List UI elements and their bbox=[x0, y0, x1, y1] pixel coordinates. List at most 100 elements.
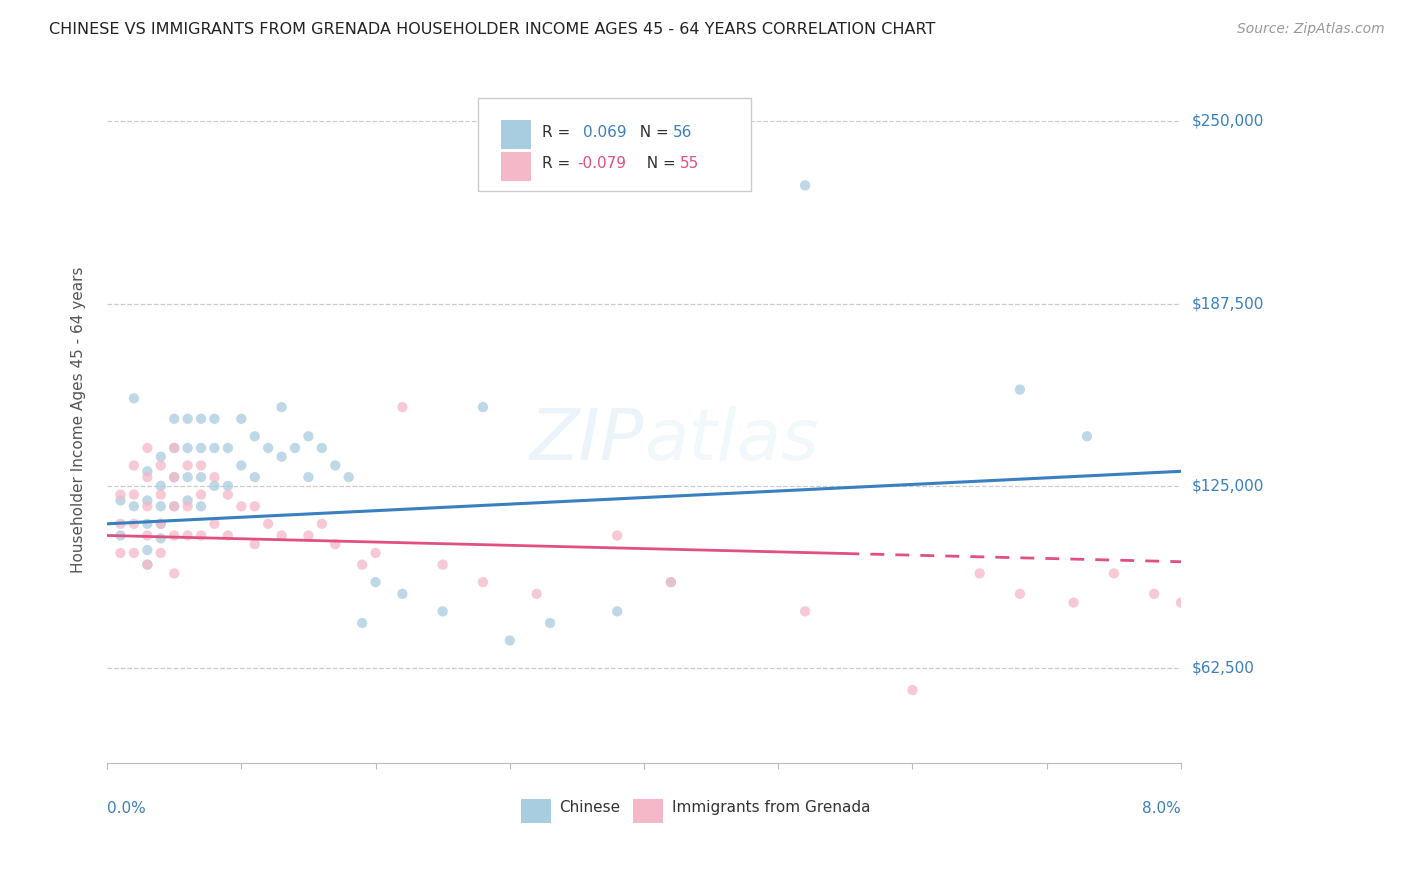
Point bbox=[969, 566, 991, 581]
Point bbox=[231, 411, 253, 425]
Text: N =: N = bbox=[630, 125, 673, 140]
Text: 0.0%: 0.0% bbox=[107, 801, 146, 816]
Point bbox=[176, 470, 198, 484]
Text: Immigrants from Grenada: Immigrants from Grenada bbox=[672, 800, 870, 815]
Text: Chinese: Chinese bbox=[560, 800, 620, 815]
Point bbox=[110, 528, 132, 542]
Point bbox=[110, 516, 132, 531]
Point bbox=[163, 566, 186, 581]
Point bbox=[176, 528, 198, 542]
Point bbox=[352, 558, 374, 572]
Point bbox=[163, 441, 186, 455]
Point bbox=[243, 537, 266, 551]
Point bbox=[176, 441, 198, 455]
Point bbox=[231, 500, 253, 514]
Point bbox=[136, 493, 159, 508]
Point bbox=[391, 587, 413, 601]
Point bbox=[149, 546, 172, 560]
Point bbox=[176, 500, 198, 514]
Point bbox=[149, 458, 172, 473]
Point bbox=[122, 500, 145, 514]
Point bbox=[110, 546, 132, 560]
Point bbox=[323, 458, 346, 473]
Point bbox=[526, 587, 548, 601]
Point bbox=[136, 470, 159, 484]
Point bbox=[297, 470, 319, 484]
FancyBboxPatch shape bbox=[478, 98, 751, 191]
Point bbox=[337, 470, 360, 484]
Point bbox=[1102, 566, 1125, 581]
Point bbox=[163, 470, 186, 484]
Point bbox=[136, 528, 159, 542]
Text: 8.0%: 8.0% bbox=[1142, 801, 1181, 816]
Point bbox=[190, 470, 212, 484]
Text: 56: 56 bbox=[673, 125, 692, 140]
Text: $62,500: $62,500 bbox=[1192, 661, 1256, 676]
Point bbox=[606, 604, 628, 618]
Point bbox=[204, 441, 226, 455]
Point bbox=[471, 400, 494, 414]
Text: $125,000: $125,000 bbox=[1192, 478, 1264, 493]
Point bbox=[311, 516, 333, 531]
Point bbox=[110, 493, 132, 508]
Point bbox=[122, 488, 145, 502]
Point bbox=[190, 528, 212, 542]
Text: ZIP: ZIP bbox=[530, 407, 644, 475]
Point bbox=[190, 441, 212, 455]
Point bbox=[323, 537, 346, 551]
Point bbox=[243, 429, 266, 443]
FancyBboxPatch shape bbox=[633, 799, 664, 823]
Point bbox=[149, 516, 172, 531]
Point bbox=[163, 500, 186, 514]
Point bbox=[149, 516, 172, 531]
Point bbox=[901, 683, 924, 698]
Point bbox=[217, 488, 239, 502]
Point bbox=[1008, 383, 1031, 397]
Text: CHINESE VS IMMIGRANTS FROM GRENADA HOUSEHOLDER INCOME AGES 45 - 64 YEARS CORRELA: CHINESE VS IMMIGRANTS FROM GRENADA HOUSE… bbox=[49, 22, 935, 37]
Point bbox=[136, 441, 159, 455]
Text: -0.079: -0.079 bbox=[578, 156, 627, 171]
Text: 55: 55 bbox=[679, 156, 699, 171]
Point bbox=[122, 458, 145, 473]
Point bbox=[243, 500, 266, 514]
Point bbox=[217, 528, 239, 542]
Text: Source: ZipAtlas.com: Source: ZipAtlas.com bbox=[1237, 22, 1385, 37]
Point bbox=[110, 488, 132, 502]
Point bbox=[538, 615, 561, 630]
Point bbox=[136, 558, 159, 572]
Point bbox=[176, 458, 198, 473]
Text: atlas: atlas bbox=[644, 407, 818, 475]
Point bbox=[311, 441, 333, 455]
FancyBboxPatch shape bbox=[501, 120, 531, 149]
Point bbox=[204, 470, 226, 484]
Point bbox=[659, 575, 682, 590]
Point bbox=[136, 500, 159, 514]
Y-axis label: Householder Income Ages 45 - 64 years: Householder Income Ages 45 - 64 years bbox=[72, 267, 86, 574]
Point bbox=[136, 464, 159, 478]
Text: R =: R = bbox=[541, 156, 575, 171]
Point bbox=[1143, 587, 1166, 601]
Point bbox=[284, 441, 307, 455]
Point bbox=[659, 575, 682, 590]
Point bbox=[391, 400, 413, 414]
Point bbox=[149, 479, 172, 493]
Point bbox=[1008, 587, 1031, 601]
Point bbox=[270, 528, 292, 542]
Point bbox=[190, 458, 212, 473]
Point bbox=[149, 532, 172, 546]
Text: $250,000: $250,000 bbox=[1192, 113, 1264, 128]
Point bbox=[794, 178, 817, 193]
Point bbox=[136, 543, 159, 558]
Point bbox=[364, 546, 387, 560]
Text: R =: R = bbox=[541, 125, 581, 140]
Text: 0.069: 0.069 bbox=[583, 125, 627, 140]
Point bbox=[297, 429, 319, 443]
Point bbox=[190, 488, 212, 502]
Point bbox=[231, 458, 253, 473]
Point bbox=[163, 500, 186, 514]
Point bbox=[190, 411, 212, 425]
Point bbox=[217, 441, 239, 455]
Point bbox=[1170, 596, 1192, 610]
Point bbox=[352, 615, 374, 630]
Point bbox=[471, 575, 494, 590]
